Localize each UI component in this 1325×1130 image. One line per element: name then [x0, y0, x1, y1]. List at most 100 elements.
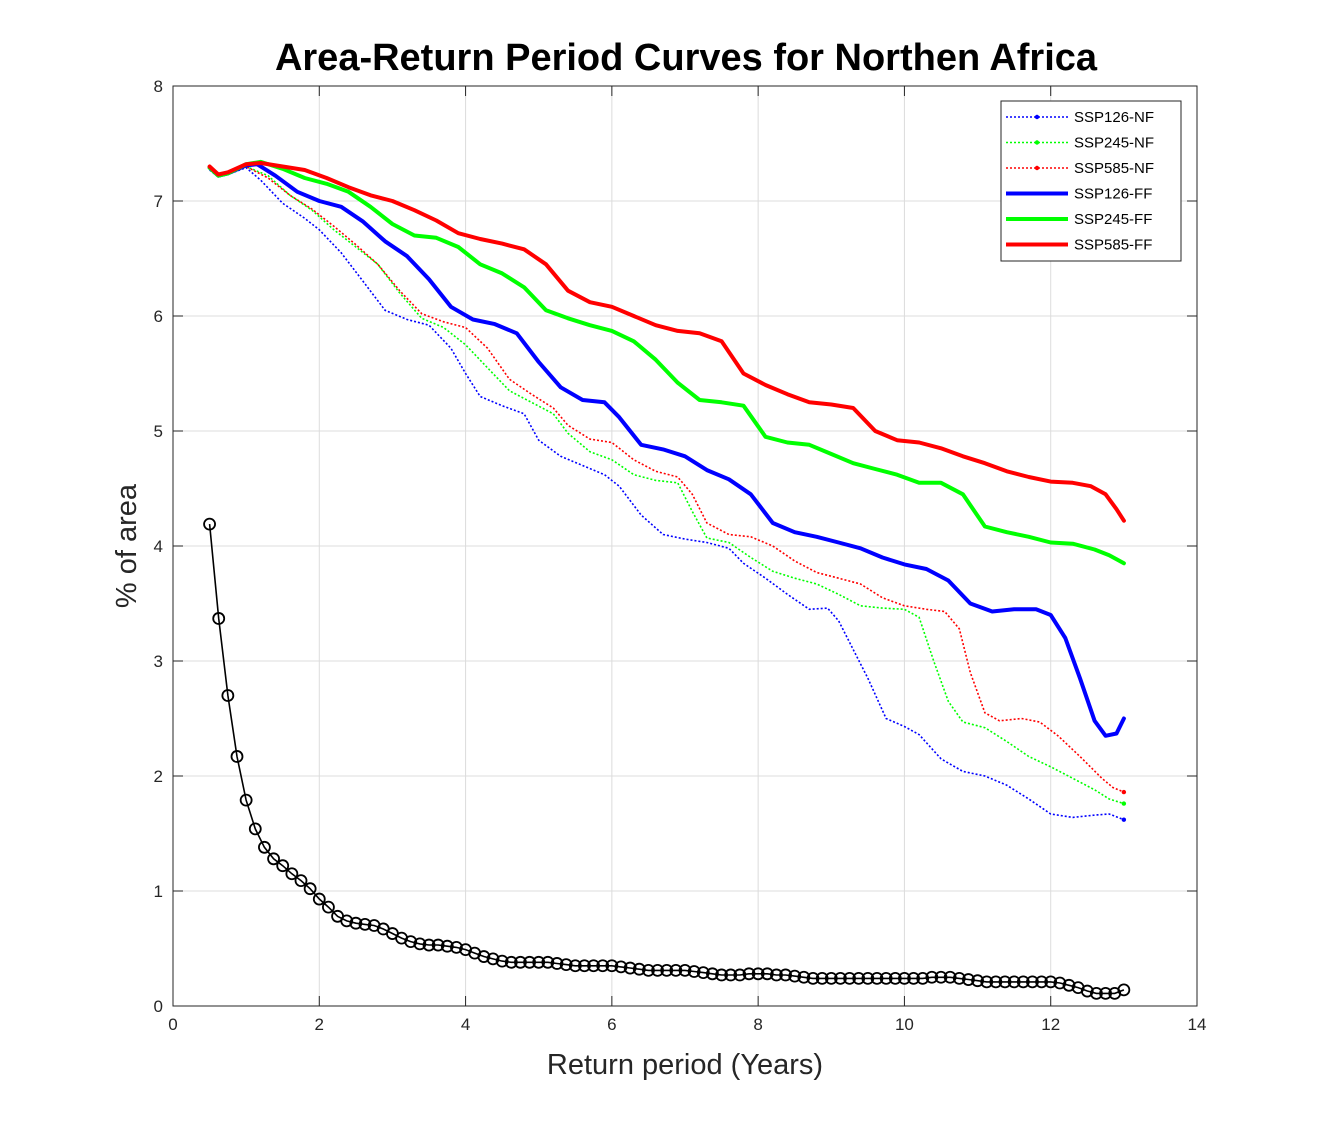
series-point: [514, 955, 527, 969]
series-point: [230, 750, 244, 763]
series-point: [815, 972, 829, 985]
series-point: [733, 968, 747, 982]
series-point: [578, 959, 591, 973]
series-reference: [203, 517, 1131, 1000]
series-point: [1090, 986, 1103, 1000]
series-point: [962, 973, 975, 986]
legend-label: SSP126-FF: [1074, 186, 1152, 203]
series-line-ssp245-nf: [209, 165, 1125, 805]
series-point: [751, 967, 765, 981]
series-point: [404, 935, 418, 948]
y-tick-label: 0: [154, 997, 163, 1016]
series-layer: [203, 159, 1131, 1000]
series-ssp126-ff: [207, 162, 1126, 738]
series-point: [450, 940, 463, 954]
series-point: [568, 959, 582, 973]
series-point: [1007, 975, 1021, 989]
series-ssp126-nf: [209, 166, 1127, 822]
series-line-ssp585-nf: [208, 164, 1125, 793]
series-point: [1035, 975, 1048, 989]
series-point: [440, 939, 454, 953]
series-line-ssp585-ff: [207, 161, 1126, 523]
series-point: [212, 612, 226, 625]
series-point: [989, 975, 1003, 989]
series-point: [303, 882, 317, 896]
series-point: [623, 961, 637, 975]
series-point: [870, 972, 884, 985]
legend-swatch-marker: [1034, 114, 1040, 120]
series-point: [1044, 975, 1058, 989]
series-point: [477, 950, 491, 963]
series-point: [596, 959, 610, 973]
legend-item-ssp585-ff: SSP585-FF: [1006, 237, 1152, 254]
series-point: [632, 962, 646, 976]
y-tick-label: 2: [154, 767, 163, 786]
series-point: [642, 963, 655, 977]
series-point: [312, 892, 326, 906]
series-point: [834, 972, 847, 985]
series-point: [971, 974, 984, 988]
series-point: [1099, 986, 1112, 1000]
series-point: [248, 822, 262, 836]
series-point: [267, 852, 280, 866]
series-point: [294, 874, 308, 888]
y-tick-label: 5: [154, 422, 163, 441]
series-point: [907, 972, 920, 985]
series-point: [1026, 975, 1039, 989]
grid: [173, 86, 1197, 1006]
series-point: [724, 968, 738, 982]
series-point: [541, 955, 555, 969]
series-point: [504, 955, 518, 969]
series-point: [770, 968, 783, 982]
series-point: [587, 959, 600, 973]
series-point: [696, 966, 710, 980]
series-point: [559, 958, 573, 971]
series-ssp245-ff: [207, 159, 1126, 566]
legend-swatch-marker: [1034, 140, 1040, 145]
series-point: [779, 968, 792, 982]
series-point: [258, 840, 271, 854]
series-point: [285, 867, 299, 881]
y-tick-label: 3: [154, 652, 163, 671]
series-point: [349, 916, 363, 930]
legend-item-ssp126-nf: SSP126-NF: [1006, 109, 1154, 126]
series-point: [523, 955, 536, 969]
series-point: [861, 972, 875, 985]
x-tick-label: 6: [607, 1015, 616, 1034]
series-point: [1121, 801, 1127, 806]
series-point: [806, 972, 820, 985]
legend-item-ssp126-ff: SSP126-FF: [1006, 186, 1152, 203]
series-point: [322, 900, 335, 914]
legend: SSP126-NF SSP245-NF SSP585-NF SSP126-FF SSP2…: [1000, 100, 1182, 262]
series-point: [943, 970, 957, 984]
series-point: [760, 967, 774, 981]
series-line-ssp245-ff: [207, 159, 1126, 566]
series-line-ssp126-ff: [207, 162, 1126, 738]
series-point: [651, 963, 664, 977]
series-point: [843, 972, 856, 985]
series-point: [413, 937, 427, 951]
series-point: [203, 517, 216, 531]
legend-label: SSP245-FF: [1074, 211, 1152, 228]
series-point: [879, 972, 893, 985]
y-tick-label: 8: [154, 77, 163, 96]
series-point: [980, 975, 994, 989]
series-point: [1053, 976, 1067, 990]
series-point: [934, 970, 948, 984]
x-tick-label: 10: [895, 1015, 914, 1034]
series-point: [660, 963, 674, 977]
series-point: [614, 960, 628, 974]
legend-item-ssp245-nf: SSP245-NF: [1006, 135, 1154, 152]
legend-item-ssp585-nf: SSP585-NF: [1006, 160, 1154, 177]
series-point: [715, 968, 728, 982]
series-point: [495, 954, 509, 968]
x-axis-label: Return period (Years): [547, 1049, 823, 1081]
series-line-ssp126-nf: [209, 166, 1125, 821]
series-point: [221, 689, 235, 702]
series-point: [1016, 975, 1030, 989]
series-point: [1117, 983, 1131, 997]
series-ssp585-ff: [207, 161, 1126, 523]
series-point: [797, 970, 811, 984]
series-point: [742, 967, 756, 981]
